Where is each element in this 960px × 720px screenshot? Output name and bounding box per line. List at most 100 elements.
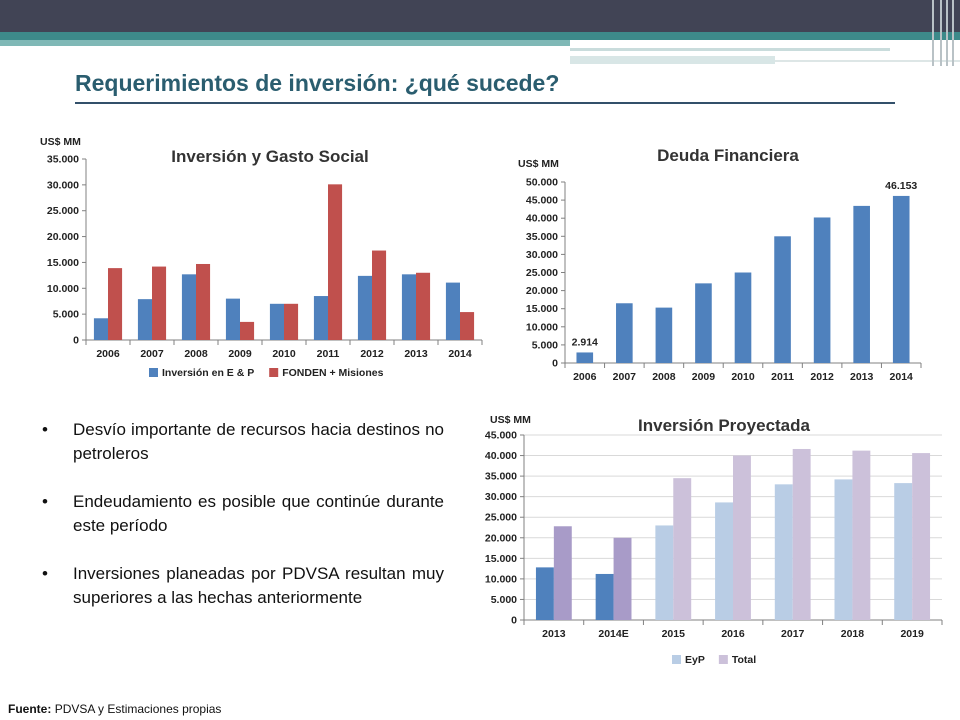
bullet-list: • Desvío importante de recursos hacia de…	[42, 418, 444, 634]
x-tick-label: 2011	[771, 371, 794, 383]
y-tick-label: 15.000	[485, 553, 517, 565]
x-tick-label: 2013	[850, 371, 874, 383]
bar-fonden-misiones	[284, 303, 299, 340]
x-tick-label: 2015	[662, 628, 686, 640]
legend-label: Inversión en E & P	[162, 367, 254, 379]
bar-total	[673, 478, 692, 620]
legend-label: Total	[732, 654, 756, 666]
bar-fonden-misiones	[460, 312, 475, 340]
bar-total	[553, 526, 572, 620]
bar-inversi-n-en-e-p	[93, 318, 108, 340]
bar-total	[792, 448, 811, 620]
bar-inversi-n-en-e-p	[181, 274, 196, 340]
chart-deuda-financiera: Deuda Financiera US$ MM 0 5.000 10.000 15.000…	[510, 138, 930, 390]
y-tick-label: 5.000	[491, 594, 517, 606]
y-tick-label: 25.000	[47, 205, 79, 217]
legend-swatch	[672, 655, 681, 664]
x-tick-label: 2006	[573, 371, 597, 383]
bar-inversi-n-en-e-p	[137, 299, 152, 340]
bar-deuda	[576, 352, 594, 363]
y-tick-label: 20.000	[526, 285, 558, 297]
bar-inversi-n-en-e-p	[445, 282, 460, 340]
legend-swatch	[149, 368, 158, 377]
y-axis-unit-label: US$ MM	[518, 158, 559, 170]
header-stripe-teal	[0, 32, 960, 40]
bar-eyp	[715, 502, 733, 620]
bar-deuda	[734, 272, 752, 363]
source-label: Fuente:	[8, 702, 52, 716]
bar-inversi-n-en-e-p	[357, 275, 372, 340]
x-tick-label: 2013	[542, 628, 566, 640]
x-tick-label: 2014	[890, 371, 914, 383]
bar-deuda	[616, 303, 633, 363]
bar-eyp	[595, 573, 614, 620]
chart-deuda-financiera-svg: Deuda Financiera US$ MM 0 5.000 10.000 15.000…	[518, 146, 922, 383]
y-tick-label: 5.000	[532, 339, 558, 351]
bar-eyp	[894, 483, 913, 620]
y-tick-label: 45.000	[485, 430, 517, 442]
x-tick-label: 2007	[140, 348, 164, 360]
chart-inversion-gasto-social-svg: Inversión y Gasto Social US$ MM 0 5.000 10.0…	[40, 136, 483, 379]
bar-fonden-misiones	[416, 272, 431, 340]
y-tick-label: 30.000	[485, 491, 517, 503]
y-tick-label: 30.000	[47, 179, 79, 191]
y-tick-label: 10.000	[47, 283, 79, 295]
y-tick-label: 10.000	[526, 321, 558, 333]
bar-inversi-n-en-e-p	[225, 298, 240, 340]
bullet-item: • Inversiones planeadas por PDVSA result…	[42, 562, 444, 610]
x-tick-label: 2017	[781, 628, 805, 640]
bullet-dot: •	[42, 420, 48, 439]
bar-deuda	[892, 195, 910, 363]
x-tick-label: 2019	[900, 628, 924, 640]
bar-total	[852, 450, 871, 620]
bar-deuda	[695, 283, 712, 363]
x-tick-label: 2010	[272, 348, 296, 360]
bar-deuda	[813, 217, 831, 363]
bar-fonden-misiones	[328, 184, 343, 340]
bullet-text: Endeudamiento es posible que continúe du…	[73, 492, 444, 535]
chart-inversion-proyectada: Inversión Proyectada US$ MM 0 5.000 10.000 15…	[482, 402, 952, 676]
bar-total	[613, 537, 632, 620]
data-label: 46.153	[885, 180, 917, 192]
x-tick-label: 2007	[613, 371, 637, 383]
header-decor-line	[932, 0, 934, 66]
source-note: Fuente: PDVSA y Estimaciones propias	[8, 702, 221, 716]
y-tick-label: 15.000	[47, 257, 79, 269]
bullet-text: Inversiones planeadas por PDVSA resultan…	[73, 564, 444, 607]
bar-eyp	[774, 484, 793, 620]
bullet-item: • Desvío importante de recursos hacia de…	[42, 418, 444, 466]
bar-total	[912, 453, 931, 620]
y-tick-label: 50.000	[526, 177, 558, 189]
bar-fonden-misiones	[196, 263, 211, 340]
chart-title: Inversión y Gasto Social	[171, 147, 368, 166]
header-stripe-light-teal	[0, 40, 570, 46]
bar-eyp	[655, 525, 674, 620]
bar-deuda	[853, 205, 870, 363]
y-axis-unit-label: US$ MM	[40, 136, 81, 148]
header-rule	[775, 60, 960, 62]
x-tick-label: 2008	[652, 371, 676, 383]
y-tick-label: 35.000	[47, 154, 79, 166]
bar-deuda	[774, 236, 791, 363]
y-tick-label: 25.000	[485, 512, 517, 524]
x-tick-label: 2009	[228, 348, 252, 360]
y-tick-label: 35.000	[526, 231, 558, 243]
header-band	[0, 0, 960, 32]
header-rule	[570, 48, 890, 51]
x-tick-label: 2009	[692, 371, 716, 383]
y-tick-label: 15.000	[526, 303, 558, 315]
bar-eyp	[834, 479, 853, 620]
bar-fonden-misiones	[108, 268, 123, 340]
bar-inversi-n-en-e-p	[313, 296, 328, 340]
x-tick-label: 2014	[448, 348, 472, 360]
header-decor-line	[946, 0, 948, 66]
y-tick-label: 45.000	[526, 195, 558, 207]
y-tick-label: 0	[552, 358, 558, 370]
y-tick-label: 10.000	[485, 573, 517, 585]
bullet-dot: •	[42, 492, 48, 511]
legend-label: EyP	[685, 654, 705, 666]
legend-label: FONDEN + Misiones	[282, 367, 383, 379]
bar-fonden-misiones	[372, 250, 387, 340]
bar-total	[733, 455, 751, 620]
x-tick-label: 2006	[96, 348, 120, 360]
